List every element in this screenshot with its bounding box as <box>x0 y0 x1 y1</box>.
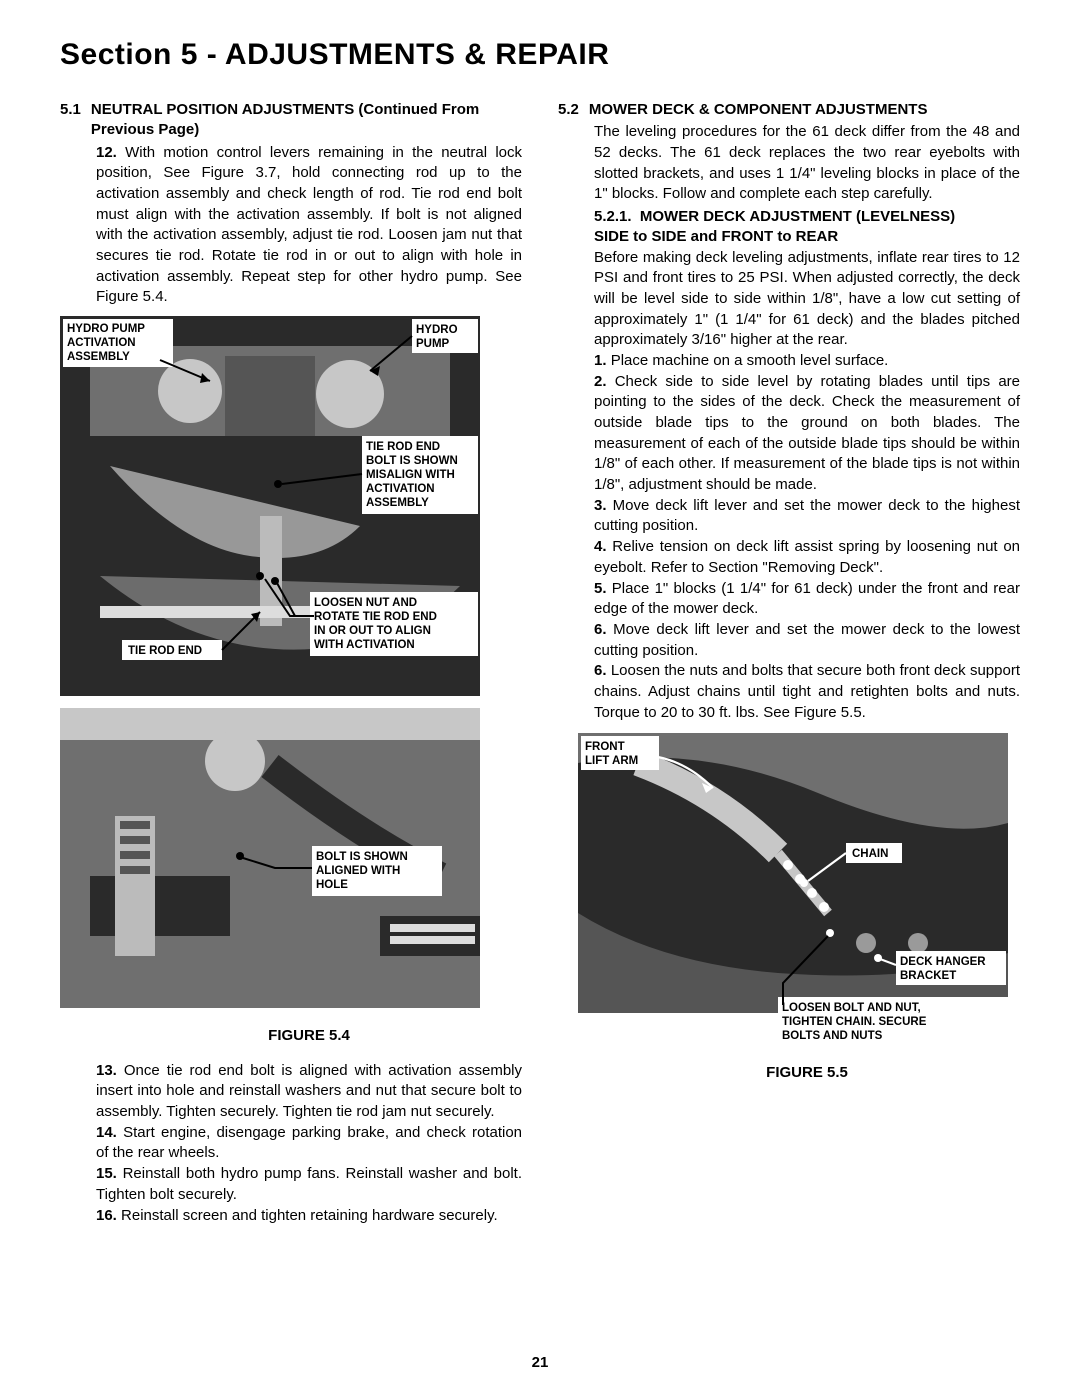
figure-5-4-caption: FIGURE 5.4 <box>96 1026 522 1047</box>
label-loosen-2: ROTATE TIE ROD END <box>314 611 437 623</box>
label-loosen-3: IN OR OUT TO ALIGN <box>314 625 431 637</box>
label-misalign-1: TIE ROD END <box>366 441 440 453</box>
label-loosen-bolt-1: LOOSEN BOLT AND NUT, <box>782 1002 921 1014</box>
label-misalign-5: ASSEMBLY <box>366 497 429 509</box>
step-number: 3. <box>594 497 607 514</box>
left-body: 12. With motion control levers remaining… <box>96 143 522 1227</box>
step-text: Loosen the nuts and bolts that secure bo… <box>594 662 1020 720</box>
label-deck-hanger-1: DECK HANGER <box>900 956 986 968</box>
page-number: 21 <box>0 1354 1080 1371</box>
figure-5-5-svg: FRONT LIFT ARM CHAIN DECK HANGER BRACKET <box>578 733 1008 1053</box>
subsection-5-2-heading: 5.2 MOWER DECK & COMPONENT ADJUSTMENTS <box>558 100 1020 120</box>
label-hydro-pump-1: HYDRO <box>416 324 458 336</box>
step-15: 15. Reinstall both hydro pump fans. Rein… <box>96 1164 522 1205</box>
two-column-layout: 5.1 NEUTRAL POSITION ADJUSTMENTS (Contin… <box>60 100 1020 1226</box>
step-number: 1. <box>594 352 607 369</box>
label-loosen-bolt-2: TIGHTEN CHAIN. SECURE <box>782 1016 927 1028</box>
step-text: Place machine on a smooth level surface. <box>611 352 889 369</box>
label-aligned-1: BOLT IS SHOWN <box>316 851 408 863</box>
label-hydro-pump-2: PUMP <box>416 338 450 350</box>
label-loosen-4: WITH ACTIVATION <box>314 639 415 651</box>
step-text: Once tie rod end bolt is aligned with ac… <box>96 1062 522 1120</box>
label-deck-hanger-2: BRACKET <box>900 970 956 982</box>
step-number: 5. <box>594 580 607 597</box>
label-misalign-4: ACTIVATION <box>366 483 435 495</box>
label-front-lift-arm-1: FRONT <box>585 741 625 753</box>
label-chain: CHAIN <box>852 848 888 860</box>
step-number: 4. <box>594 538 607 555</box>
step-14: 14. Start engine, disengage parking brak… <box>96 1123 522 1164</box>
step-text: Start engine, disengage parking brake, a… <box>96 1124 522 1162</box>
step-text: Reinstall both hydro pump fans. Reinstal… <box>96 1165 522 1203</box>
label-misalign-3: MISALIGN WITH <box>366 469 455 481</box>
right-step-6b: 6. Loosen the nuts and bolts that secure… <box>594 661 1020 723</box>
label-aligned-2: ALIGNED WITH <box>316 865 400 877</box>
subsection-number: 5.1 <box>60 100 81 141</box>
subsection-title: MOWER DECK & COMPONENT ADJUSTMENTS <box>589 100 928 120</box>
step-13: 13. Once tie rod end bolt is aligned wit… <box>96 1061 522 1123</box>
subsub-title-line2: SIDE to SIDE and FRONT to REAR <box>594 227 1020 247</box>
subsub-number: 5.2.1. <box>594 208 632 225</box>
step-number: 12. <box>96 144 117 161</box>
figure-5-5-caption: FIGURE 5.5 <box>594 1063 1020 1084</box>
subsub-title-1: MOWER DECK ADJUSTMENT (LEVELNESS) <box>640 208 955 225</box>
figure-5-4-svg: HYDRO PUMP ACTIVATION ASSEMBLY HYDRO PUM… <box>60 316 480 1016</box>
step-text: Move deck lift lever and set the mower d… <box>594 621 1020 659</box>
label-hydro-pump-activation-3: ASSEMBLY <box>67 351 130 363</box>
step-number: 2. <box>594 373 607 390</box>
right-step-5: 5. Place 1" blocks (1 1/4" for 61 deck) … <box>594 579 1020 620</box>
right-step-4: 4. Relive tension on deck lift assist sp… <box>594 537 1020 578</box>
label-hydro-pump-activation-1: HYDRO PUMP <box>67 323 145 335</box>
step-text: Check side to side level by rotating bla… <box>594 373 1020 493</box>
label-loosen-1: LOOSEN NUT AND <box>314 597 417 609</box>
right-step-3: 3. Move deck lift lever and set the mowe… <box>594 496 1020 537</box>
right-step-6a: 6. Move deck lift lever and set the mowe… <box>594 620 1020 661</box>
subsection-number: 5.2 <box>558 100 579 120</box>
subsection-title: NEUTRAL POSITION ADJUSTMENTS (Continued … <box>91 100 522 141</box>
subsection-5-1-heading: 5.1 NEUTRAL POSITION ADJUSTMENTS (Contin… <box>60 100 522 141</box>
left-column: 5.1 NEUTRAL POSITION ADJUSTMENTS (Contin… <box>60 100 522 1226</box>
step-text: Place 1" blocks (1 1/4" for 61 deck) und… <box>594 580 1020 618</box>
label-tie-rod-end: TIE ROD END <box>128 645 202 657</box>
label-misalign-2: BOLT IS SHOWN <box>366 455 458 467</box>
step-number: 6. <box>594 621 607 638</box>
step-text: Reinstall screen and tighten retaining h… <box>121 1207 498 1224</box>
step-number: 6. <box>594 662 607 679</box>
step-text: With motion control levers remaining in … <box>96 144 522 306</box>
figure-5-4: HYDRO PUMP ACTIVATION ASSEMBLY HYDRO PUM… <box>60 316 480 1016</box>
step-number: 13. <box>96 1062 117 1079</box>
subsubsection-5-2-1-heading: 5.2.1. MOWER DECK ADJUSTMENT (LEVELNESS) <box>594 207 1020 227</box>
step-text: Move deck lift lever and set the mower d… <box>594 497 1020 535</box>
label-loosen-bolt-3: BOLTS AND NUTS <box>782 1030 883 1042</box>
step-16: 16. Reinstall screen and tighten retaini… <box>96 1206 522 1227</box>
step-12: 12. With motion control levers remaining… <box>96 143 522 309</box>
right-step-2: 2. Check side to side level by rotating … <box>594 372 1020 496</box>
step-number: 15. <box>96 1165 117 1182</box>
right-step-1: 1. Place machine on a smooth level surfa… <box>594 351 1020 372</box>
pre-steps-para: Before making deck leveling adjustments,… <box>594 248 1020 351</box>
figure-5-5: FRONT LIFT ARM CHAIN DECK HANGER BRACKET <box>578 733 1008 1053</box>
step-number: 16. <box>96 1207 117 1224</box>
step-number: 14. <box>96 1124 117 1141</box>
intro-para: The leveling procedures for the 61 deck … <box>594 122 1020 205</box>
label-aligned-3: HOLE <box>316 879 348 891</box>
right-column: 5.2 MOWER DECK & COMPONENT ADJUSTMENTS T… <box>558 100 1020 1226</box>
label-front-lift-arm-2: LIFT ARM <box>585 755 638 767</box>
step-text: Relive tension on deck lift assist sprin… <box>594 538 1020 576</box>
label-hydro-pump-activation-2: ACTIVATION <box>67 337 136 349</box>
manual-page: Section 5 - ADJUSTMENTS & REPAIR 5.1 NEU… <box>0 0 1080 1397</box>
right-body: The leveling procedures for the 61 deck … <box>594 122 1020 1084</box>
section-title: Section 5 - ADJUSTMENTS & REPAIR <box>60 38 1020 72</box>
